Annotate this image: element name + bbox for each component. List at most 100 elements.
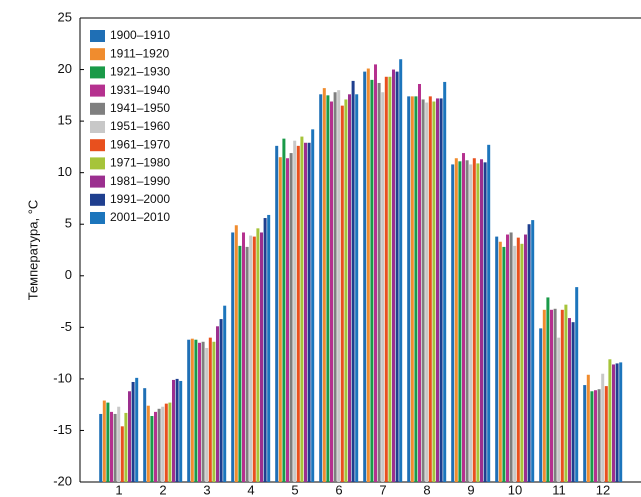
bar: [443, 81, 447, 482]
legend-swatch: [90, 30, 105, 42]
bar: [483, 162, 487, 482]
bar: [219, 319, 223, 482]
legend-swatch: [90, 48, 105, 61]
bar: [351, 80, 355, 483]
bar: [421, 99, 425, 483]
bar: [542, 309, 546, 482]
bar: [370, 79, 374, 482]
bar: [407, 96, 411, 482]
bar: [553, 308, 557, 482]
bar: [242, 232, 245, 482]
bar: [594, 390, 597, 482]
bar: [527, 224, 531, 482]
legend-label: 1921–1930: [110, 65, 170, 79]
bar: [550, 309, 553, 482]
bar: [608, 359, 612, 482]
legend-label: 1961–1970: [110, 137, 170, 151]
bar: [106, 402, 110, 482]
bar: [319, 94, 323, 483]
bar: [366, 68, 370, 482]
bar: [586, 374, 590, 482]
bar: [117, 406, 121, 482]
bar: [568, 318, 571, 482]
bar: [179, 380, 183, 482]
bar: [597, 389, 601, 482]
x-tick-label: 3: [203, 482, 210, 497]
y-tick-label: 20: [58, 61, 72, 76]
bar: [425, 102, 429, 482]
bar: [124, 412, 128, 482]
bar: [454, 158, 458, 482]
bar: [377, 82, 381, 483]
x-tick-label: 4: [247, 482, 254, 497]
bar: [428, 96, 432, 482]
bar: [458, 161, 462, 482]
legend-label: 1911–1920: [110, 46, 170, 60]
bar: [146, 405, 150, 482]
bar: [601, 373, 605, 482]
bar: [212, 341, 216, 482]
x-tick-label: 9: [467, 482, 474, 497]
bar: [234, 225, 238, 482]
bar: [275, 145, 279, 482]
bar: [472, 158, 476, 482]
bar: [399, 59, 403, 482]
y-tick-label: -5: [60, 319, 72, 334]
x-tick-label: 7: [379, 482, 386, 497]
bar: [439, 98, 443, 482]
bar: [465, 160, 469, 482]
bar: [190, 338, 194, 482]
bar: [99, 413, 103, 482]
legend-label: 1900–1910: [110, 28, 170, 42]
bar: [615, 363, 619, 482]
bar: [231, 232, 235, 482]
bar: [256, 228, 260, 482]
bar: [612, 364, 615, 482]
bar: [604, 386, 608, 482]
bar: [263, 218, 267, 482]
bar: [282, 138, 286, 482]
bar: [381, 92, 385, 483]
bar: [154, 411, 157, 482]
x-tick-label: 1: [115, 482, 122, 497]
bar: [395, 71, 399, 483]
bar: [571, 322, 575, 482]
bar: [560, 309, 564, 482]
bar: [238, 245, 242, 482]
bar: [120, 426, 124, 482]
bar: [293, 140, 297, 483]
bar: [546, 297, 550, 482]
bar: [278, 157, 282, 482]
x-tick-label: 11: [552, 482, 566, 497]
bar: [564, 304, 568, 482]
bar: [286, 158, 289, 482]
bar: [187, 339, 191, 482]
bar: [344, 99, 348, 483]
bar: [128, 391, 131, 482]
bar: [311, 129, 315, 483]
bar: [175, 378, 179, 482]
x-tick-label: 5: [291, 482, 298, 497]
bar: [524, 234, 527, 482]
bar: [333, 92, 337, 483]
bar: [487, 144, 491, 482]
y-tick-label: 15: [58, 113, 72, 128]
bar: [110, 411, 113, 482]
bar: [157, 408, 161, 482]
bar: [384, 76, 388, 483]
y-tick-label: -20: [53, 473, 72, 488]
y-tick-label: 25: [58, 9, 72, 24]
bar: [355, 94, 359, 483]
bar: [296, 145, 300, 482]
legend-swatch: [90, 102, 105, 115]
bar: [194, 339, 198, 482]
legend-swatch: [90, 66, 105, 79]
bar: [495, 236, 499, 482]
bar: [300, 136, 304, 483]
legend-swatch: [90, 193, 105, 206]
bar: [205, 347, 209, 482]
legend-label: 1941–1950: [110, 101, 170, 115]
x-tick-label: 6: [335, 482, 342, 497]
legend-label: 1951–1960: [110, 119, 170, 133]
